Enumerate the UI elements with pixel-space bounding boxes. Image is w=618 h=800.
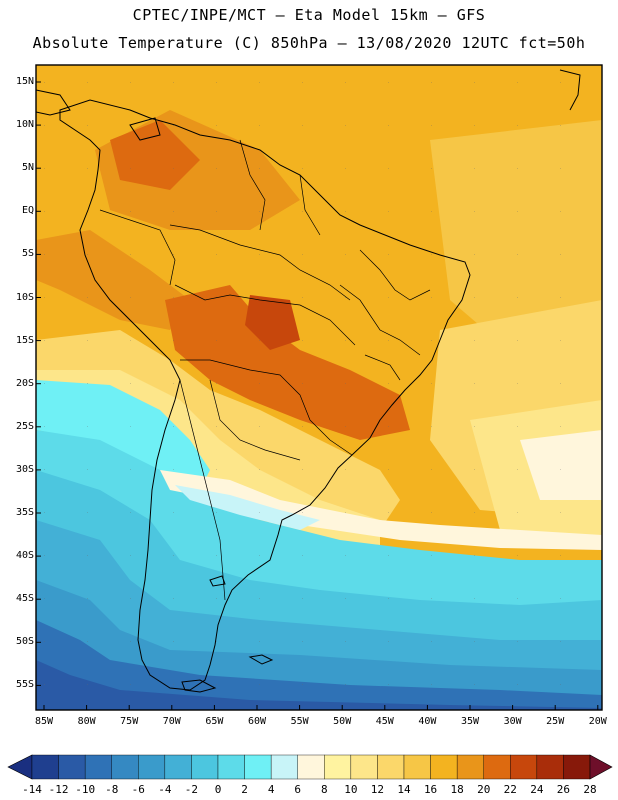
- lon-label: 65W: [205, 716, 224, 727]
- colorbar-label: -14: [22, 783, 42, 796]
- lon-label: 20W: [588, 716, 607, 727]
- lon-label: 55W: [290, 716, 309, 727]
- colorbar-swatch: [138, 754, 166, 780]
- lon-label: 60W: [247, 716, 267, 727]
- lon-label: 75W: [120, 716, 139, 727]
- colorbar-swatch: [377, 754, 405, 780]
- colorbar-swatch: [191, 754, 219, 780]
- temperature-field: [36, 65, 602, 710]
- lat-label: 15N: [15, 76, 34, 87]
- colorbar-arrow-right: [589, 754, 613, 780]
- lon-label: 45W: [375, 716, 394, 727]
- colorbar-swatch: [483, 754, 511, 780]
- colorbar-label: 4: [267, 783, 275, 796]
- lon-label: 70W: [162, 716, 181, 727]
- country-borders: [99, 139, 431, 601]
- lat-label: 5N: [21, 162, 34, 174]
- colorbar-swatch: [31, 754, 59, 780]
- colorbar-swatch: [217, 754, 245, 780]
- map-frame: [35, 64, 603, 711]
- lat-label: 50S: [15, 636, 34, 648]
- colorbar-swatch: [164, 754, 192, 780]
- lat-label: 45S: [15, 593, 34, 605]
- colorbar-label: -6: [131, 783, 145, 796]
- lon-label: 35W: [460, 716, 480, 727]
- lon-label: 40W: [418, 716, 437, 727]
- colorbar-swatch: [84, 754, 112, 780]
- lat-label: 10N: [15, 119, 34, 131]
- colorbar-label: 22: [503, 783, 517, 796]
- colorbar-swatch: [270, 754, 298, 780]
- colorbar-swatch: [456, 754, 484, 780]
- colorbar-label: 10: [344, 783, 358, 796]
- coastline: [35, 69, 581, 691]
- colorbar-label: -8: [105, 783, 119, 796]
- colorbar-label: 24: [530, 783, 544, 796]
- lat-label: 20S: [15, 377, 34, 389]
- lat-label: 10S: [15, 291, 34, 303]
- colorbar-swatch: [324, 754, 352, 780]
- colorbar-label: 20: [477, 783, 491, 796]
- lat-label: 30S: [15, 463, 34, 475]
- map-title-line1: CPTEC/INPE/MCT – Eta Model 15km – GFS: [132, 6, 486, 24]
- colorbar-label: 14: [397, 783, 411, 796]
- colorbar-label: -12: [48, 783, 69, 796]
- lat-label: 5S: [21, 248, 34, 260]
- map-title-line2: Absolute Temperature (C) 850hPa – 13/08/…: [32, 34, 586, 52]
- colorbar-swatch: [430, 754, 458, 780]
- colorbar-label: 28: [583, 783, 597, 796]
- colorbar-swatch: [563, 754, 591, 780]
- colorbar-swatch: [350, 754, 378, 780]
- axis-ticks: [36, 81, 599, 710]
- colorbar-label: 6: [294, 783, 302, 796]
- lon-label: 25W: [546, 716, 565, 727]
- colorbar-swatch: [111, 754, 139, 780]
- colorbar-arrow-left: [7, 754, 33, 780]
- lat-label: 25S: [15, 420, 34, 432]
- colorbar-swatch: [510, 754, 538, 780]
- lon-label: 30W: [503, 716, 522, 727]
- islands: [181, 575, 274, 693]
- lon-label: 85W: [34, 716, 54, 727]
- colorbar-label: 26: [556, 783, 571, 796]
- colorbar-label: 0: [214, 783, 222, 796]
- colorbar-swatch: [297, 754, 325, 780]
- colorbar-label: -4: [158, 783, 172, 796]
- colorbar: [7, 754, 613, 780]
- lat-label: EQ: [21, 205, 34, 217]
- colorbar-label: 18: [450, 783, 464, 796]
- lat-label: 40S: [15, 550, 34, 562]
- lat-label: 15S: [15, 334, 34, 346]
- colorbar-label: 12: [370, 783, 385, 796]
- lon-label: 50W: [333, 716, 352, 727]
- colorbar-label: -2: [184, 783, 199, 796]
- colorbar-swatch: [536, 754, 564, 780]
- colorbar-swatch: [403, 754, 431, 780]
- colorbar-swatch: [244, 754, 272, 780]
- lat-label: 35S: [15, 507, 34, 518]
- lat-label: 55S: [15, 679, 34, 691]
- colorbar-label: 8: [320, 783, 328, 796]
- colorbar-swatch: [58, 754, 86, 780]
- colorbar-label: 2: [241, 783, 248, 796]
- lon-label: 80W: [77, 716, 96, 727]
- colorbar-label: -10: [75, 783, 96, 796]
- colorbar-label: 16: [423, 783, 438, 796]
